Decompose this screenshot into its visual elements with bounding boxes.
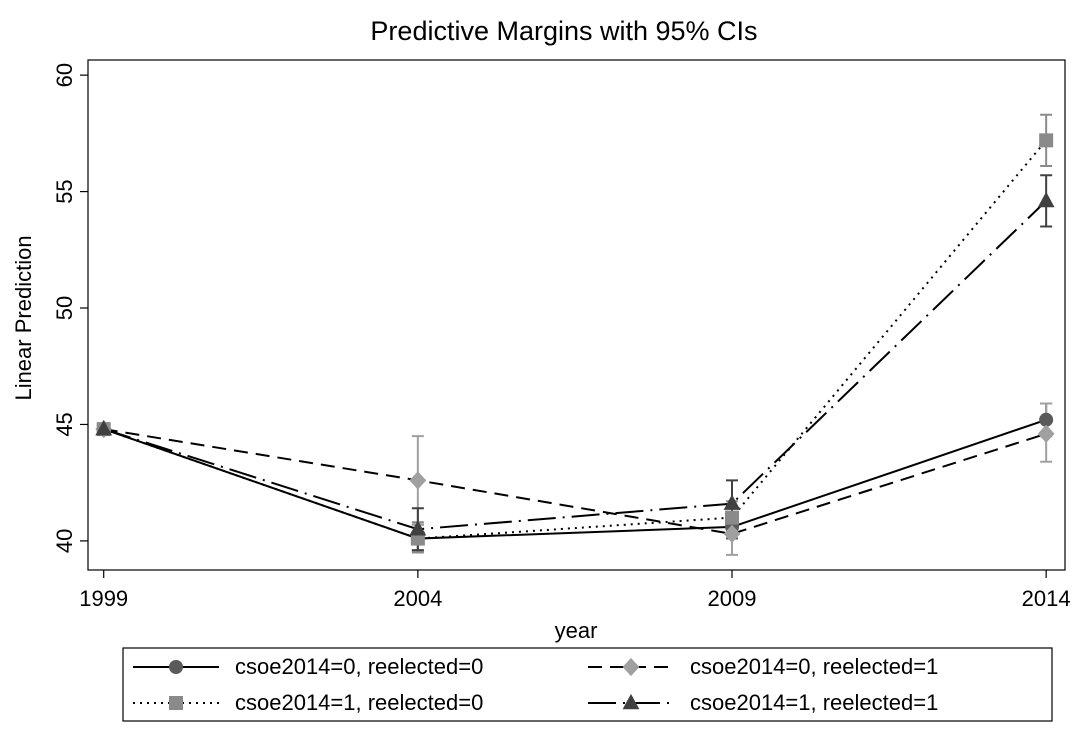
data-point [409, 520, 427, 536]
data-point [725, 510, 740, 525]
x-axis-label: year [555, 618, 598, 643]
data-point [1037, 191, 1055, 208]
legend-label: csoe2014=0, reelected=1 [690, 654, 938, 679]
legend-marker [622, 657, 640, 677]
y-axis-label: Linear Prediction [11, 235, 36, 400]
data-point [95, 420, 113, 436]
legend-box [122, 647, 1053, 722]
y-tick-label: 40 [52, 529, 77, 553]
x-tick-label: 2004 [393, 586, 442, 611]
data-point [409, 471, 427, 490]
series-line [103, 139, 1047, 540]
data-point [723, 524, 741, 544]
x-tick-label: 2014 [1022, 586, 1071, 611]
data-point [1037, 424, 1055, 443]
legend-label: csoe2014=1, reelected=1 [690, 690, 938, 715]
x-tick-label: 2009 [708, 586, 757, 611]
y-tick-label: 45 [52, 412, 77, 436]
legend-label: csoe2014=1, reelected=0 [235, 690, 483, 715]
y-tick-label: 50 [52, 296, 77, 320]
series-line [103, 428, 1047, 535]
y-tick-label: 60 [52, 63, 77, 87]
series-line [103, 200, 1047, 531]
y-tick-label: 55 [52, 179, 77, 203]
data-point [1039, 412, 1054, 427]
x-tick-label: 1999 [79, 586, 128, 611]
legend-marker [169, 660, 183, 674]
series-line [103, 418, 1047, 540]
legend-marker [169, 696, 183, 710]
legend-label: csoe2014=0, reelected=0 [235, 654, 483, 679]
data-point [723, 494, 741, 510]
chart-title: Predictive Margins with 95% CIs [370, 16, 757, 46]
plot-frame [87, 59, 1066, 571]
legend-marker [622, 693, 640, 710]
data-point [1039, 133, 1054, 148]
